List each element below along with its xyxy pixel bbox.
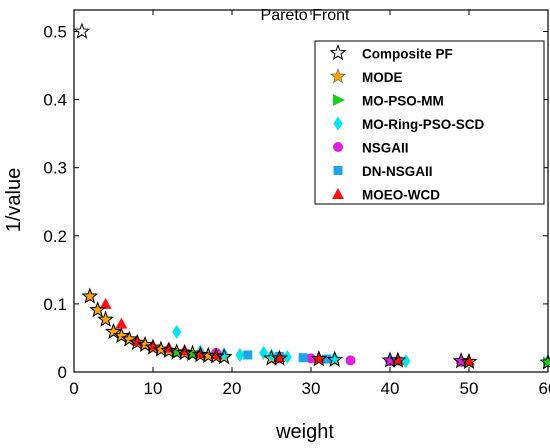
data-point-star-open [389, 351, 407, 368]
data-point-diamond [330, 351, 340, 366]
data-point-star-open [452, 352, 470, 369]
y-tick-label: 0.4 [43, 91, 67, 110]
legend-label: MOEO-WCD [362, 188, 440, 203]
legend-box [314, 40, 545, 205]
data-point-star-open [73, 22, 91, 39]
data-point-star-open [215, 348, 233, 365]
legend-label: Composite PF [362, 47, 453, 62]
legend-label: MODE [362, 70, 403, 85]
data-point-star-open [326, 350, 344, 367]
x-tick-label: 10 [144, 379, 163, 398]
data-point-star-open [97, 310, 115, 327]
x-tick-label: 60 [539, 379, 550, 398]
data-point-star-open [112, 326, 130, 344]
y-tick-label: 0.5 [43, 23, 67, 42]
data-point-circle [306, 353, 316, 364]
data-point-triangle-up [115, 317, 128, 329]
data-point-star-open [270, 349, 288, 366]
y-tick-label: 0.3 [43, 159, 67, 178]
x-tick-label: 40 [381, 379, 400, 398]
data-point-triangle-up [99, 297, 112, 309]
data-point-star-open [144, 338, 162, 355]
y-tick-label: 0 [58, 363, 67, 382]
data-point-star-open [460, 352, 478, 370]
data-point-star-open [136, 335, 154, 352]
x-tick-label: 30 [302, 379, 321, 398]
legend-marker [330, 68, 346, 84]
legend-marker [333, 166, 343, 175]
x-tick-label: 50 [460, 379, 479, 398]
data-point-star-open [207, 347, 225, 364]
data-point-star-open [168, 343, 186, 360]
y-tick-label: 0.2 [43, 227, 67, 246]
data-point-square [298, 353, 308, 363]
legend-label: NSGAII [362, 141, 409, 156]
data-point-star-open [184, 344, 201, 361]
legend-marker [333, 116, 343, 131]
data-point-star-open [160, 341, 178, 359]
data-point-diamond [172, 324, 182, 339]
x-axis-label: weight [275, 421, 334, 443]
y-tick-label: 0.1 [43, 295, 67, 314]
data-point-star-open [120, 330, 138, 347]
data-point-star-open [89, 301, 107, 318]
y-axis-label: 1/value [3, 168, 25, 233]
data-point-triangle-up [147, 339, 159, 351]
plot-area: 0 10 20 30 40 50 60 0 0.1 0.2 0.3 0.4 0.5 [43, 9, 550, 398]
legend-marker [329, 44, 347, 61]
data-point-star-open [310, 350, 328, 367]
chart-title: Pareto Front [261, 7, 350, 24]
data-point-star-open [128, 333, 146, 350]
data-point-star-open [176, 344, 194, 361]
data-point-square [243, 350, 253, 360]
data-point-star-open [539, 353, 550, 370]
data-point-square [322, 354, 332, 364]
legend-marker [332, 188, 344, 199]
legend-marker [333, 94, 345, 106]
legend-label: DN-NSGAII [362, 164, 433, 179]
data-point-star-open [199, 346, 217, 363]
legend: Composite PF MODE MO-PSO-MM MO-Ring-PSO-SCD… [314, 40, 545, 205]
legend-label: MO-PSO-MM [362, 94, 444, 109]
x-tick-label: 20 [223, 379, 242, 398]
data-point-diamond [282, 350, 292, 365]
data-point-star-open [152, 340, 170, 357]
legend-label: MO-Ring-PSO-SCD [362, 117, 484, 132]
data-point-star-open [81, 287, 99, 304]
legend-marker [333, 142, 343, 152]
data-point-triangle-up [131, 334, 144, 346]
data-point-star-open [105, 322, 122, 340]
data-point-circle [385, 356, 395, 367]
data-point-circle [345, 355, 356, 366]
data-point-diamond [219, 347, 229, 362]
x-tick-label: 0 [69, 379, 78, 398]
data-point-diamond [235, 347, 245, 362]
data-point-star-open [191, 346, 209, 363]
